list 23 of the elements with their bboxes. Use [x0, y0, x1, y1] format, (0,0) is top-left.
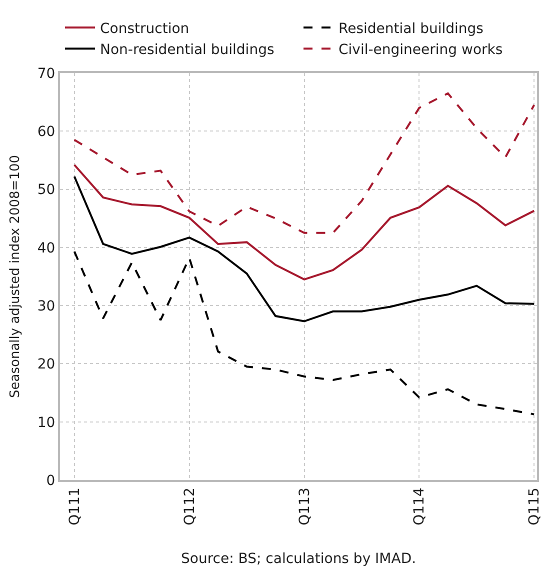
x-tick-label: Q113	[296, 488, 313, 526]
line-series	[73, 164, 536, 280]
y-axis-title: Seasonally adjusted index 2008=100	[8, 154, 23, 398]
y-tick-label: 50	[37, 182, 56, 198]
x-tick-label: Q111	[66, 488, 83, 526]
source-note: Source: BS; calculations by IMAD.	[181, 551, 416, 567]
line-series	[73, 175, 536, 322]
y-tick-label: 20	[37, 356, 56, 373]
legend-label: Civil-engineering works	[338, 42, 503, 58]
x-tick-label: Q114	[412, 488, 428, 526]
y-tick-label: 10	[37, 414, 56, 431]
y-tick-label: 60	[37, 124, 56, 140]
y-tick-label: 40	[37, 240, 56, 256]
legend-label: Construction	[100, 20, 190, 37]
line-series	[73, 250, 536, 416]
y-tick-label: 0	[46, 472, 56, 489]
x-tick-label: Q112	[182, 488, 198, 526]
line-series	[73, 92, 536, 234]
legend-label: Residential buildings	[338, 20, 484, 37]
y-tick-label: 70	[37, 66, 56, 82]
y-tick-label: 30	[37, 298, 56, 314]
legend-label: Non-residential buildings	[100, 42, 274, 58]
x-tick-label: Q115	[526, 488, 543, 526]
